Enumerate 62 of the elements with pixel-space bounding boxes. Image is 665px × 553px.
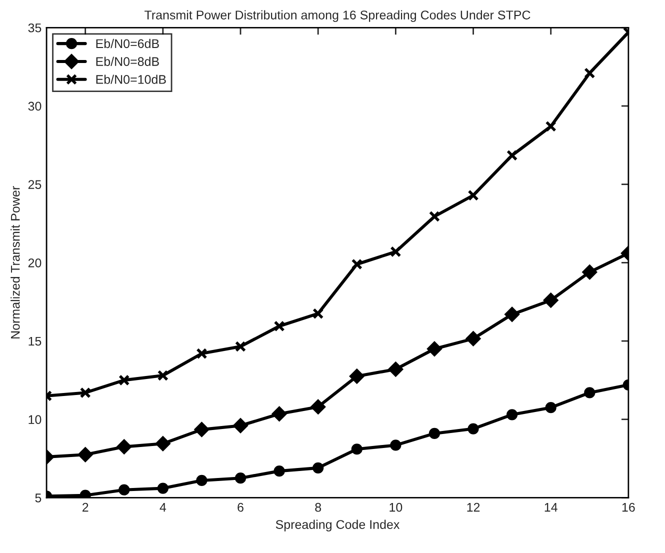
point bbox=[504, 306, 520, 322]
point bbox=[274, 466, 285, 477]
y-tick-label: 25 bbox=[28, 180, 42, 189]
point bbox=[351, 444, 362, 455]
legend-label: Eb/N0=6dB bbox=[96, 38, 159, 48]
x-axis-title: Spreading Code Index bbox=[276, 520, 400, 532]
point bbox=[157, 482, 168, 494]
point bbox=[118, 374, 130, 386]
y-tick-label: 30 bbox=[28, 102, 42, 111]
point bbox=[310, 399, 326, 414]
point bbox=[390, 246, 402, 258]
point bbox=[80, 387, 91, 398]
point bbox=[506, 150, 518, 161]
point bbox=[582, 264, 598, 280]
point bbox=[232, 418, 248, 434]
point bbox=[545, 402, 556, 414]
point bbox=[584, 68, 596, 79]
point bbox=[312, 462, 324, 474]
x-tick-label: 16 bbox=[622, 502, 635, 512]
point bbox=[234, 340, 246, 352]
point bbox=[194, 422, 210, 438]
point bbox=[545, 120, 556, 132]
point bbox=[118, 484, 130, 496]
point bbox=[116, 439, 132, 454]
point bbox=[506, 409, 518, 420]
point bbox=[234, 472, 246, 484]
y-tick-label: 35 bbox=[28, 23, 42, 32]
x-tick-label: 4 bbox=[160, 503, 166, 512]
point bbox=[426, 341, 442, 356]
point bbox=[390, 440, 402, 451]
point bbox=[272, 406, 287, 422]
legend-label: Eb/N0=8dB bbox=[96, 56, 159, 66]
x-tick-label: 6 bbox=[238, 502, 244, 512]
point bbox=[428, 210, 440, 222]
y-axis-title: Normalized Transmit Power bbox=[10, 186, 20, 338]
point bbox=[196, 348, 208, 360]
y-tick-label: 15 bbox=[28, 336, 42, 346]
point bbox=[349, 368, 364, 384]
y-tick-label: 20 bbox=[28, 258, 42, 268]
point bbox=[155, 436, 170, 452]
point bbox=[351, 258, 362, 270]
y-tick-label: 10 bbox=[28, 415, 42, 424]
x-tick-label: 14 bbox=[544, 503, 558, 512]
point bbox=[196, 474, 208, 486]
point bbox=[428, 428, 440, 440]
legend-label: Eb/N0=10dB bbox=[96, 74, 166, 84]
point bbox=[157, 370, 168, 382]
x-tick-label: 2 bbox=[82, 502, 88, 512]
y-tick-label: 5 bbox=[35, 494, 42, 502]
chart-title: Transmit Power Distribution among 16 Spreading Codes Under STPC bbox=[144, 10, 530, 22]
x-tick-label: 12 bbox=[467, 502, 480, 512]
point bbox=[584, 387, 596, 398]
point bbox=[466, 331, 481, 346]
x-tick-label: 10 bbox=[390, 502, 402, 512]
point bbox=[543, 292, 558, 308]
point bbox=[468, 423, 479, 434]
point bbox=[312, 308, 324, 320]
point bbox=[388, 362, 404, 377]
point bbox=[468, 190, 479, 201]
point bbox=[78, 447, 93, 462]
point bbox=[274, 320, 285, 332]
x-tick-label: 8 bbox=[315, 502, 322, 512]
